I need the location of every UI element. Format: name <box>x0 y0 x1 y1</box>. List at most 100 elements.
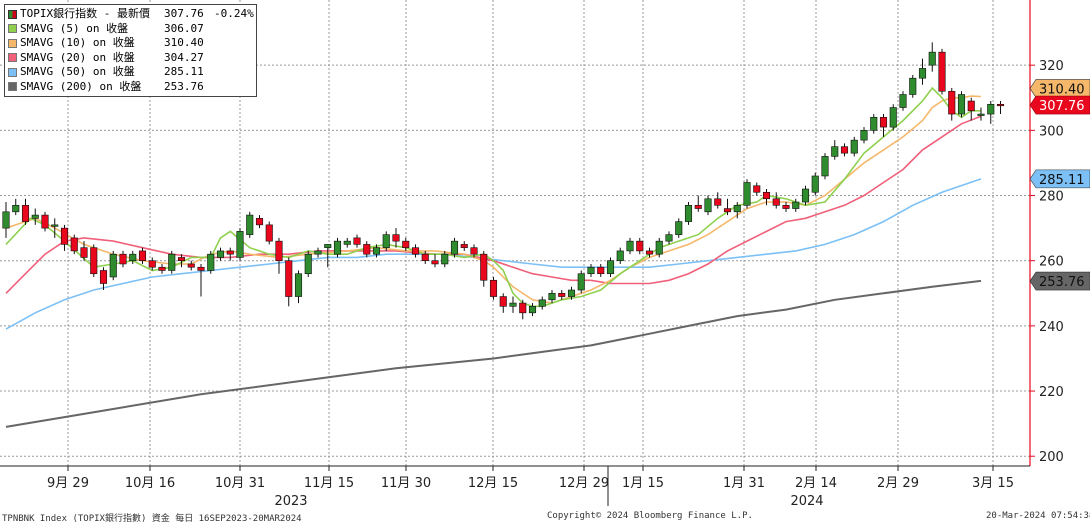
legend-item: SMAVG (10) on 收盤 310.40 <box>8 36 252 51</box>
candle-body <box>977 113 985 116</box>
last-value-labels: 310.40 307.76 285.11 253.76 <box>1029 79 1090 291</box>
x-tick-label: 12月 29 <box>559 476 609 491</box>
candle <box>499 293 507 313</box>
candle-body <box>294 273 303 297</box>
last-value-text: 310.40 <box>1039 82 1085 97</box>
candle <box>548 290 556 304</box>
candle <box>70 234 78 255</box>
x-tick-label: 11月 30 <box>381 476 431 491</box>
candle <box>372 244 381 258</box>
candle <box>255 215 264 229</box>
candle-body <box>948 90 956 115</box>
candle-body <box>197 266 205 271</box>
candle-body <box>655 240 663 255</box>
candle-body <box>928 51 936 66</box>
candle-body <box>226 250 234 255</box>
legend-swatch <box>8 53 17 63</box>
candle <box>558 290 566 300</box>
candle-body <box>246 214 254 235</box>
candle <box>90 244 98 277</box>
last-value-text: 307.76 <box>1039 99 1085 114</box>
legend-value: 253.76 <box>164 79 204 93</box>
candle <box>431 254 439 268</box>
candle-body <box>918 68 927 79</box>
candle <box>870 114 878 134</box>
legend-name: SMAVG (20) on 收盤 <box>20 50 135 64</box>
candle <box>782 202 790 212</box>
candle-body <box>811 175 819 193</box>
legend-name: TOPIX銀行指数 - 最新價 <box>20 7 150 20</box>
candle <box>957 91 966 118</box>
candle <box>148 257 156 271</box>
candle-body <box>402 240 410 248</box>
candle-body <box>2 211 10 229</box>
candle <box>977 107 985 121</box>
candle-body <box>665 234 673 242</box>
candle <box>236 228 244 261</box>
candle <box>528 303 537 317</box>
candle-body <box>840 146 849 154</box>
candle-body <box>792 201 800 209</box>
candle-body <box>99 270 108 284</box>
candle-body <box>519 302 527 314</box>
candle <box>216 247 225 261</box>
candle <box>363 241 371 258</box>
candle-body <box>909 77 917 95</box>
candle <box>928 42 936 72</box>
candle <box>538 296 546 310</box>
candle <box>450 237 459 258</box>
x-tick-label: 12月 15 <box>468 476 518 491</box>
last-value-tag <box>1029 79 1090 98</box>
candle-body <box>129 253 137 261</box>
candle <box>577 270 585 294</box>
price-candles <box>2 42 1005 320</box>
candle-body <box>499 296 507 307</box>
candle <box>694 195 702 212</box>
candle-body <box>421 253 429 261</box>
candle <box>480 250 488 287</box>
legend-item: SMAVG (50) on 收盤 285.11 <box>8 65 252 80</box>
last-value-label: 310.40 <box>1029 79 1090 98</box>
candle <box>811 172 819 196</box>
candle <box>12 198 20 216</box>
candle-body <box>460 244 468 248</box>
candle <box>753 182 761 196</box>
candle-body <box>236 231 244 258</box>
candle-body <box>782 205 790 209</box>
candle-body <box>41 214 49 229</box>
last-value-text: 285.11 <box>1039 173 1085 188</box>
candle <box>655 237 663 258</box>
candle <box>197 263 205 297</box>
candle <box>996 101 1005 115</box>
candle-body <box>616 250 624 261</box>
candle <box>294 270 303 304</box>
candle <box>265 221 273 245</box>
legend-swatch <box>8 9 17 19</box>
x-tick-label: 11月 15 <box>304 476 354 491</box>
candle-body <box>158 266 166 271</box>
candle <box>99 267 108 291</box>
candle-body <box>324 244 332 248</box>
y-tick-label: 280 <box>1039 190 1064 205</box>
candle-body <box>987 103 995 115</box>
candle-body <box>148 260 156 268</box>
legend-name: SMAVG (5) on 收盤 <box>20 21 129 35</box>
candle-body <box>285 260 293 297</box>
candle-body <box>606 260 615 275</box>
candle-body <box>762 191 771 200</box>
legend-name: SMAVG (200) on 收盤 <box>20 79 142 93</box>
candle-body <box>870 117 878 131</box>
legend-swatch <box>8 24 17 34</box>
candle-body <box>558 292 566 297</box>
x-tick-label: 10月 31 <box>215 476 265 491</box>
candle <box>353 234 361 248</box>
candle <box>733 202 741 219</box>
candle <box>207 250 215 274</box>
candle <box>41 211 49 232</box>
candle-body <box>480 253 488 281</box>
candle-body <box>207 253 215 271</box>
candle <box>918 58 927 85</box>
candle <box>51 218 59 238</box>
candle-body <box>577 273 585 291</box>
